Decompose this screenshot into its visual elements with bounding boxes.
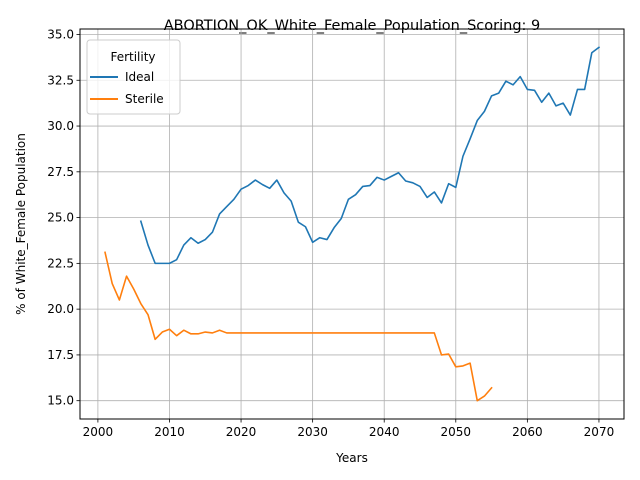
legend-title: Fertility bbox=[110, 50, 155, 64]
y-tick-label: 15.0 bbox=[47, 394, 74, 408]
legend: Fertility Ideal Sterile bbox=[86, 39, 181, 115]
x-tick-label: 2050 bbox=[441, 425, 472, 439]
y-tick-label: 25.0 bbox=[47, 211, 74, 225]
series-layer bbox=[104, 46, 601, 402]
x-tick-label: 2030 bbox=[297, 425, 328, 439]
x-tick-label: 2070 bbox=[584, 425, 615, 439]
legend-label-sterile: Sterile bbox=[125, 92, 164, 106]
x-axis-ticks: 2000 2010 2020 2030 2040 2050 2060 2070 bbox=[83, 419, 615, 439]
x-tick-label: 2010 bbox=[154, 425, 185, 439]
y-axis-label: % of White_Female Population bbox=[14, 133, 28, 315]
x-tick-label: 2020 bbox=[226, 425, 257, 439]
series-line-sterile bbox=[104, 251, 493, 402]
y-tick-label: 30.0 bbox=[47, 119, 74, 133]
chart-title: ABORTION_OK_White_Female_Population_Scor… bbox=[164, 18, 541, 34]
x-tick-label: 2000 bbox=[83, 425, 114, 439]
legend-box bbox=[86, 39, 181, 115]
y-tick-label: 20.0 bbox=[47, 302, 74, 316]
y-tick-label: 27.5 bbox=[47, 165, 74, 179]
y-tick-label: 22.5 bbox=[47, 256, 74, 270]
x-tick-label: 2060 bbox=[512, 425, 543, 439]
y-axis-ticks: 15.0 17.5 20.0 22.5 25.0 27.5 30.0 32.5 35.0 bbox=[47, 27, 80, 408]
x-tick-label: 2040 bbox=[369, 425, 400, 439]
y-tick-label: 35.0 bbox=[47, 27, 74, 41]
plot-frame bbox=[79, 28, 625, 420]
legend-label-ideal: Ideal bbox=[125, 70, 154, 84]
grid-lines bbox=[80, 29, 624, 419]
y-tick-label: 32.5 bbox=[47, 73, 74, 87]
x-axis-label: Years bbox=[335, 451, 368, 465]
y-tick-label: 17.5 bbox=[47, 348, 74, 362]
series-line-ideal bbox=[139, 46, 601, 265]
